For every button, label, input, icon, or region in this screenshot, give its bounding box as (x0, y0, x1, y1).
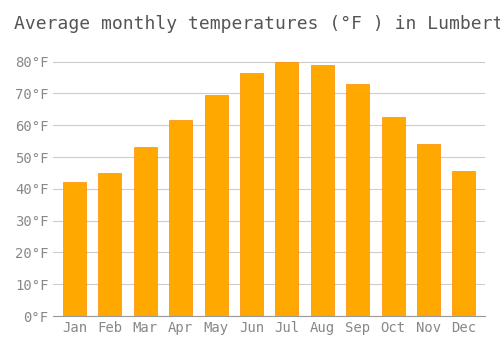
Bar (452, 172, 475, 316)
Title: Average monthly temperatures (°F ) in Lumberton: Average monthly temperatures (°F ) in Lu… (14, 15, 500, 33)
Bar (311, 65, 334, 316)
Bar (204, 95, 228, 316)
Bar (134, 147, 157, 316)
Bar (169, 120, 192, 316)
Bar (98, 173, 122, 316)
Bar (382, 117, 404, 316)
Bar (417, 144, 440, 316)
Bar (63, 182, 86, 316)
Bar (240, 73, 263, 316)
Bar (346, 84, 369, 316)
Bar (276, 62, 298, 316)
